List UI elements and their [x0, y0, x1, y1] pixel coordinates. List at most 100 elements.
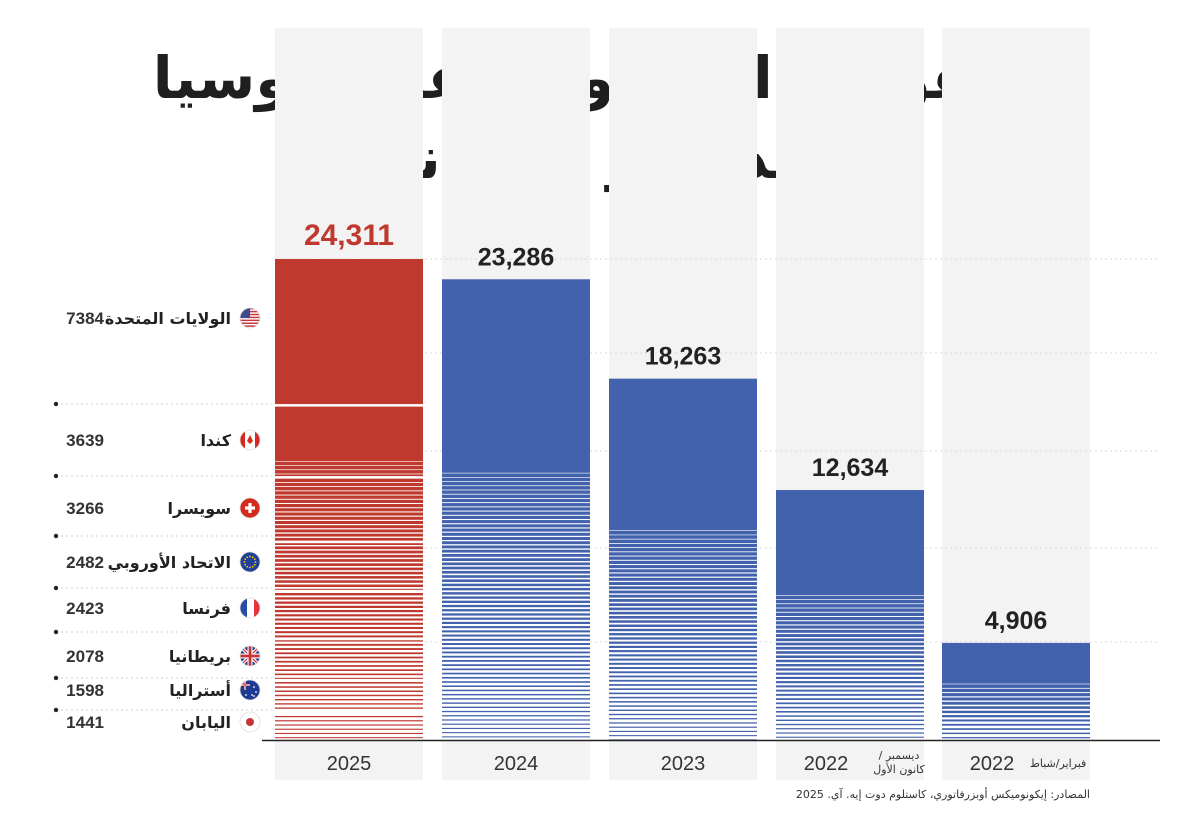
- bar-2024-1-stripe: [442, 561, 590, 563]
- bar-2024-1-stripe: [442, 607, 590, 610]
- bar-2024-1-stripe: [442, 481, 590, 482]
- bar-2022-3-stripe: [776, 595, 924, 596]
- bar-2024-1-stripe: [442, 544, 590, 546]
- bar-2024-1-stripe: [442, 569, 590, 571]
- bar-2025-0-stripe: [275, 473, 423, 475]
- bar-2022-3-stripe: [776, 649, 924, 652]
- bar-2022-3-stripe: [776, 729, 924, 733]
- bar-2024-1-stripe: [442, 531, 590, 533]
- value-labels: 24,311 23,286 18,263 12,634 4,906: [304, 219, 1047, 635]
- bar-2023-2-stripe: [609, 547, 757, 549]
- bar-2022-4-stripe: [942, 713, 1090, 716]
- bar-2024-1-stripe: [442, 577, 590, 580]
- bar-2024-1-stripe: [442, 535, 590, 538]
- bar-2024-1-stripe: [442, 682, 590, 686]
- bar-2024-1-stripe: [442, 729, 590, 733]
- australia-flag-icon: [240, 680, 260, 700]
- legend-row-7: 1441 اليابان: [66, 711, 261, 733]
- bar-2023-2: [609, 378, 757, 740]
- legend-value: 7384: [66, 309, 104, 328]
- bar-2024-1-stripe: [442, 506, 590, 508]
- legend-value: 3266: [66, 499, 104, 518]
- bar-2024-1-stripe: [442, 502, 590, 504]
- bar-2022-4: [942, 642, 1090, 742]
- bar-2023-2-stripe: [609, 656, 757, 659]
- bar-2023-2-stripe: [609, 639, 757, 642]
- bar-2025-0-stripe: [275, 524, 423, 526]
- bar-2023-2-stripe: [609, 727, 757, 731]
- bar-2025-0-stripe: [275, 612, 423, 615]
- country-breakdown: 7384 الولايات المتحدة 3639 كندا 3266 سويسرا 24…: [53, 307, 272, 733]
- bar-2022-3-stripe: [776, 670, 924, 673]
- legend-row-2: 3266 سويسرا: [66, 497, 261, 519]
- bar-2023-2-stripe: [609, 719, 757, 723]
- x-axis: 2025 2024 2023 2022 ديسمبر /كانون الأول 2022 ف…: [262, 739, 1160, 776]
- bar-2024-1-stripe: [442, 514, 590, 516]
- bar-2023-2-stripe: [609, 585, 757, 587]
- bar-2024-1-stripe: [442, 565, 590, 567]
- bar-2023-2-stripe: [609, 610, 757, 612]
- bar-2022-4-stripe: [942, 683, 1090, 685]
- bar-2024-1-stripe: [442, 708, 590, 711]
- bar-2022-3-stripe: [776, 603, 924, 605]
- bar-2024-1-stripe: [442, 498, 590, 499]
- legend-row-6: 1598 أستراليا: [66, 679, 261, 701]
- bar-2024-1-stripe: [442, 695, 590, 699]
- bar-2023-2-stripe: [609, 685, 757, 689]
- bar-2025-0-stripe: [275, 570, 423, 572]
- bar-2023-2-stripe: [609, 664, 757, 668]
- bar-2022-4-fill: [942, 642, 1090, 740]
- bar-2025-0-stripe: [275, 482, 423, 483]
- bar-2024-1-stripe: [442, 691, 590, 694]
- bar-2022-3-stripe: [776, 708, 924, 712]
- bar-2023-2-stripe: [609, 706, 757, 710]
- bar-2023-2-stripe: [609, 736, 757, 740]
- bar-2024-1-stripe: [442, 590, 590, 593]
- bar-2024-1-stripe: [442, 737, 590, 741]
- bar-2025-0-stripe: [275, 704, 423, 708]
- bar-2023-2-stripe: [609, 597, 757, 600]
- bar-2022-3-stripe: [776, 712, 924, 716]
- bar-2022-3-stripe: [776, 653, 924, 656]
- bar-2022-3-stripe: [776, 628, 924, 630]
- bar-2023-2-stripe: [609, 543, 757, 544]
- bar-2025-0-stripe: [275, 519, 423, 521]
- bar-2024-1-stripe: [442, 628, 590, 631]
- bar-2025-0-stripe: [275, 557, 423, 560]
- bar-2023-2-stripe: [609, 690, 757, 693]
- bar-2023-2-stripe: [609, 652, 757, 655]
- bar-2023-2-stripe: [609, 555, 757, 557]
- legend-dot-3: [53, 585, 59, 591]
- bar-2023-2-stripe: [609, 677, 757, 680]
- bar-2025-0-stripe: [275, 616, 423, 619]
- bar-2025-0-stripe: [275, 553, 423, 555]
- japan-flag-icon: [240, 712, 260, 732]
- bar-2023-2-stripe: [609, 643, 757, 646]
- bar-2025-0-stripe: [275, 608, 423, 610]
- bar-2023-2-stripe: [609, 660, 757, 663]
- bar-2025-0-stripe: [275, 633, 423, 636]
- bar-2022-4-stripe: [942, 734, 1090, 738]
- bar-2022-3-stripe: [776, 632, 924, 635]
- legend-country: سويسرا: [168, 499, 232, 518]
- bar-2024-1-stripe: [442, 699, 590, 703]
- bar-2024-1-stripe: [442, 666, 590, 669]
- bar-2025-0-stripe: [275, 566, 423, 568]
- category-label-0: 2025: [327, 753, 372, 775]
- legend-value: 3639: [66, 431, 104, 450]
- bar-2025-0-stripe: [275, 595, 423, 598]
- bar-2022-4-stripe: [942, 704, 1090, 707]
- bar-2022-3-stripe: [776, 620, 924, 622]
- legend-dot-0: [53, 401, 59, 407]
- uk-flag-icon: [240, 646, 260, 666]
- bar-2022-3-stripe: [776, 679, 924, 682]
- legend-dot-1: [53, 473, 59, 479]
- bars: [275, 259, 1090, 742]
- bar-2023-2-stripe: [609, 538, 757, 540]
- bar-2025-0-stripe: [275, 582, 423, 585]
- bar-2024-1-stripe: [442, 519, 590, 521]
- bar-2025-0-stripe: [275, 469, 423, 471]
- bar-2022-3-stripe: [776, 733, 924, 737]
- bar-2022-4-stripe: [942, 721, 1090, 724]
- segment-divider-3: [275, 589, 423, 593]
